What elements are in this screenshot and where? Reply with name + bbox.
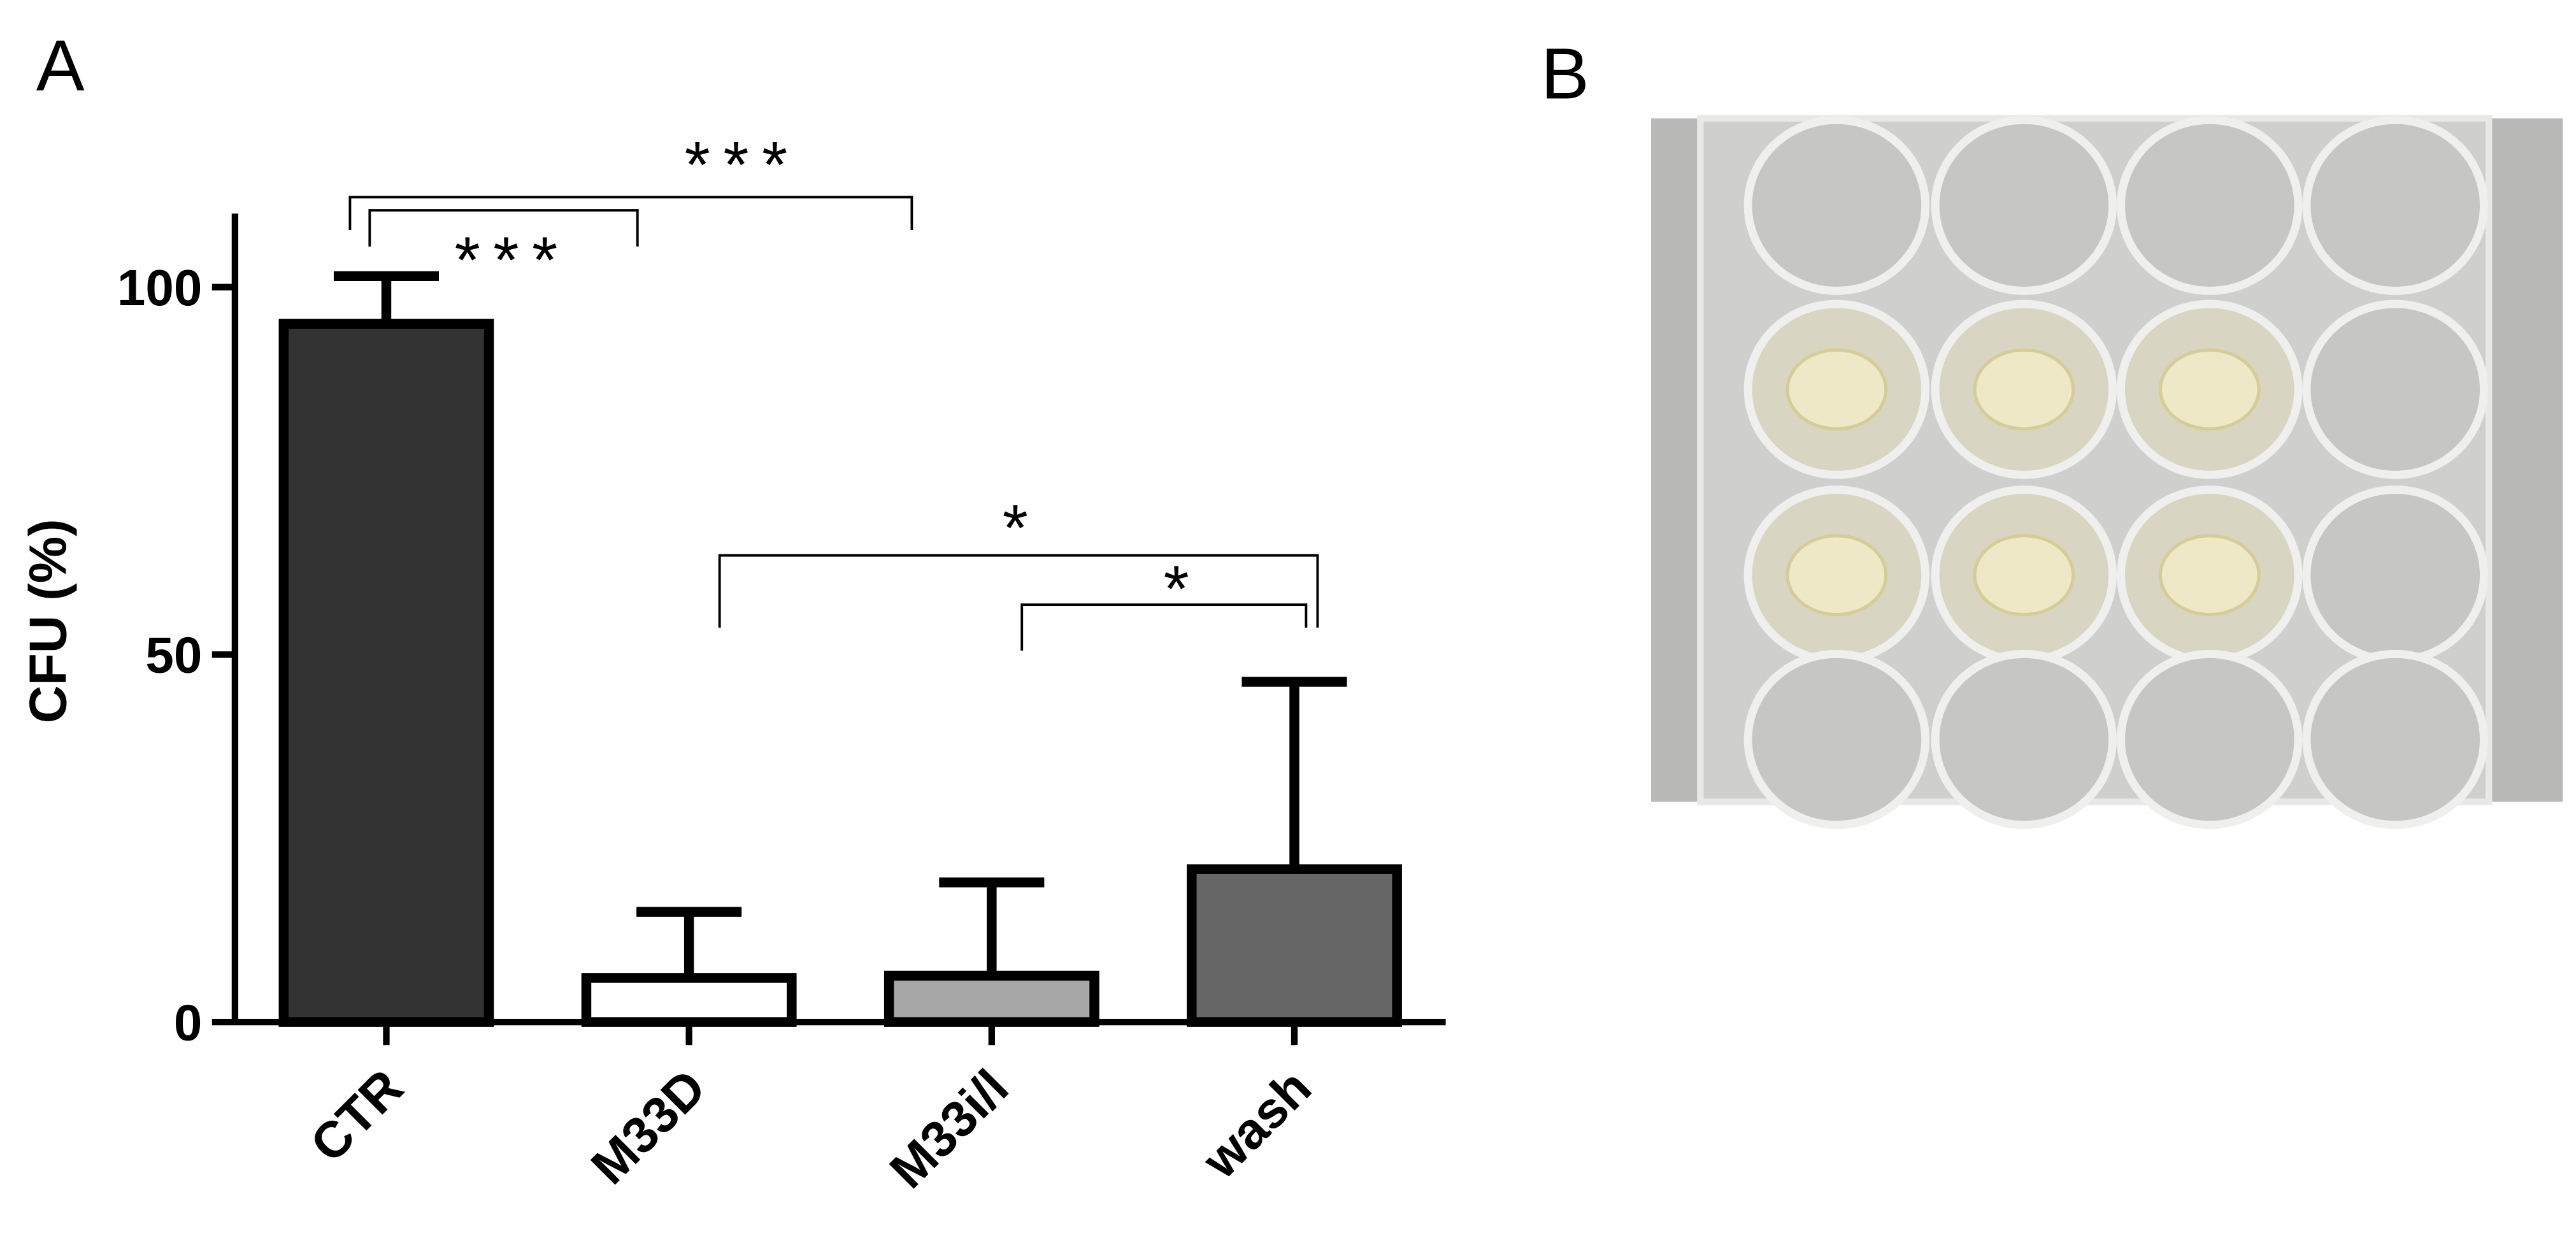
significance-bracket [368, 209, 639, 247]
significance-label: * [1003, 491, 1041, 565]
x-tick-label: wash [1191, 1059, 1322, 1190]
bar [581, 973, 797, 1027]
well [2117, 115, 2303, 295]
well [2302, 649, 2488, 830]
significance-bracket [1020, 603, 1308, 651]
well [2302, 299, 2488, 479]
well [1743, 649, 1930, 830]
significance-label: *** [455, 224, 571, 297]
bar [1187, 864, 1402, 1027]
bar [884, 970, 1099, 1027]
sample [1785, 348, 1888, 431]
sample [1785, 534, 1888, 617]
well [1743, 115, 1930, 295]
y-tick-label: 50 [145, 627, 202, 684]
sample [2158, 534, 2261, 617]
well [2117, 649, 2303, 830]
significance-label: *** [685, 128, 801, 201]
y-axis-label: CFU (%) [18, 519, 77, 723]
well-plate-photo [1650, 115, 2563, 830]
panel-label: B [1541, 34, 1589, 115]
well [2302, 115, 2488, 295]
x-tick-label: M33i/l [879, 1059, 1019, 1199]
significance-label: * [1164, 552, 1203, 625]
significance-bracket [718, 554, 1319, 628]
x-tick-label: CTR [299, 1059, 413, 1173]
well [1931, 115, 2117, 295]
well [2302, 486, 2488, 665]
sample [1973, 348, 2075, 431]
y-tick-label: 0 [174, 994, 202, 1051]
wells [1743, 115, 2488, 830]
sample [2158, 348, 2261, 431]
well [1931, 649, 2117, 830]
sample [1973, 534, 2075, 617]
y-tick-label: 100 [117, 259, 202, 316]
panel-label: A [36, 25, 85, 106]
bar [278, 319, 494, 1027]
significance-bracket [348, 196, 913, 231]
x-tick-label: M33D [580, 1059, 717, 1195]
